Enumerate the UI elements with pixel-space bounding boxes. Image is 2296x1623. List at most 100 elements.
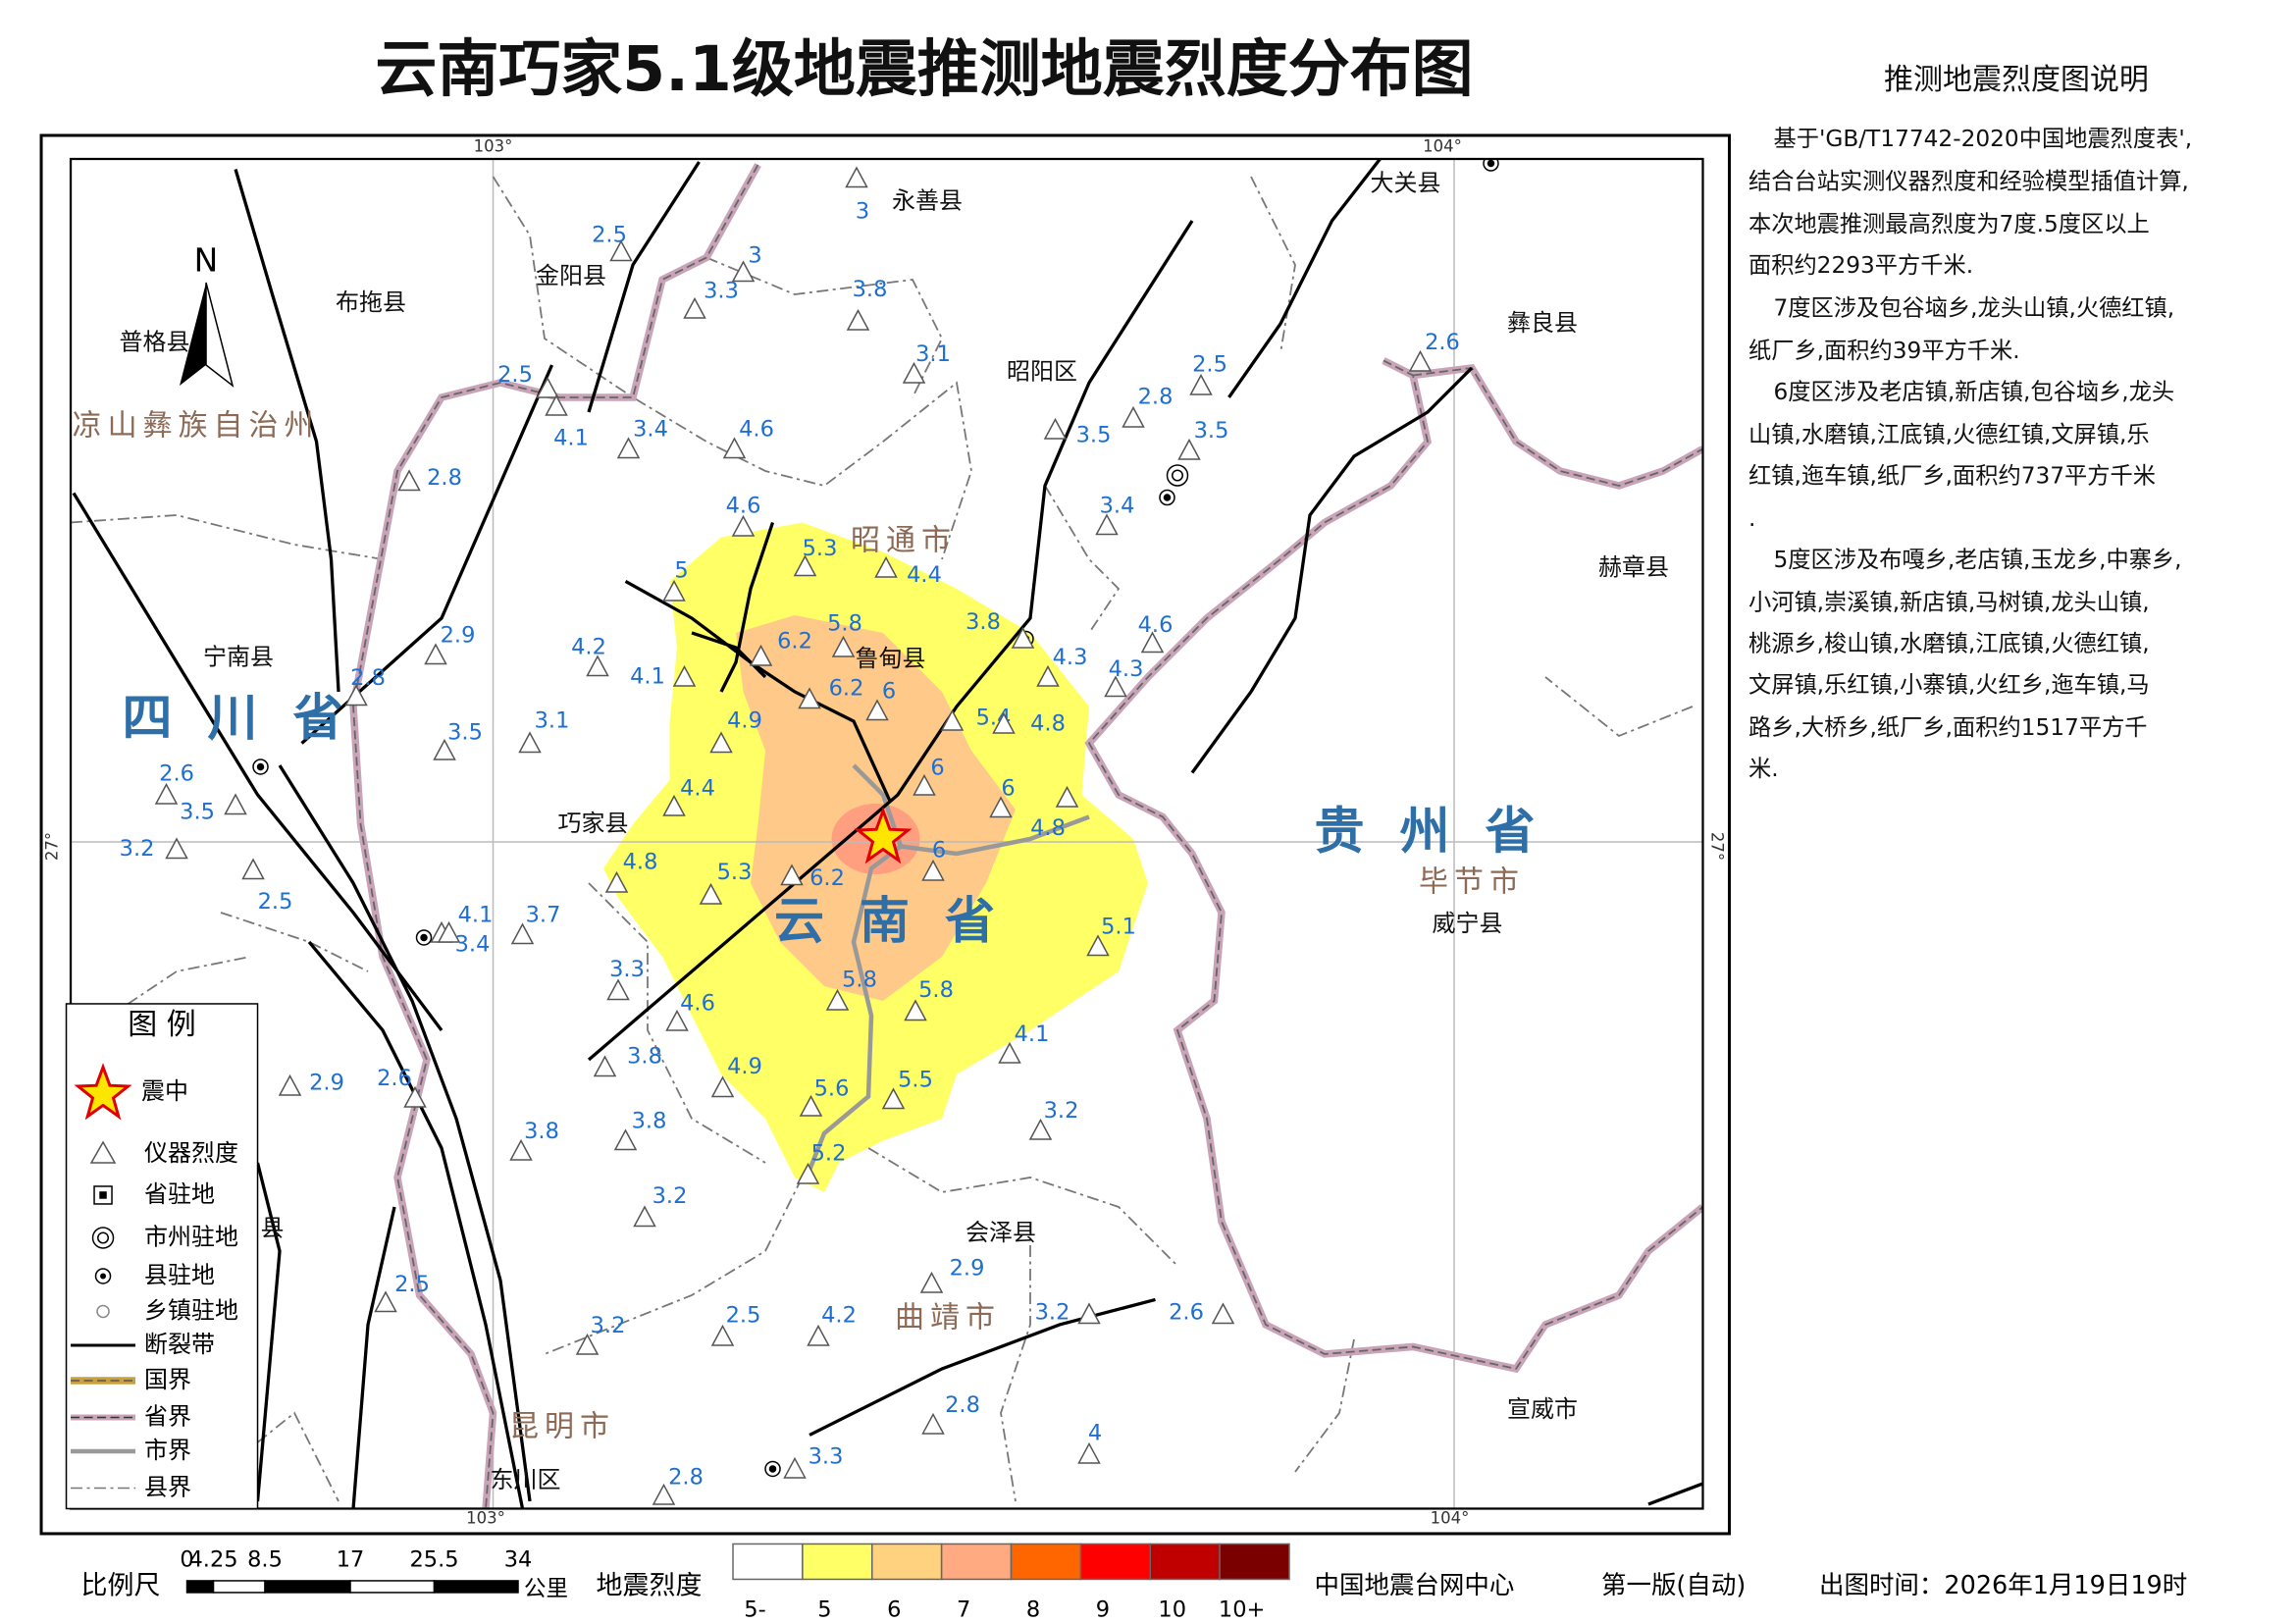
station-triangle — [780, 864, 804, 886]
station-triangle — [845, 166, 868, 188]
station-intensity: 3.5 — [1076, 422, 1112, 447]
scale-segment — [264, 1580, 351, 1594]
county-seat — [415, 929, 433, 946]
intensity-class-label: 9 — [1096, 1597, 1110, 1622]
station-intensity: 3 — [748, 242, 761, 268]
station-intensity: 2.5 — [497, 362, 533, 388]
place-name: 彝良县 — [1507, 309, 1578, 337]
station-intensity: 2.8 — [427, 465, 462, 491]
description-line: 桃源乡,梭山镇,水磨镇,江底镇,火德红镇, — [1748, 630, 2150, 656]
station-triangle — [278, 1073, 302, 1096]
axis-label: 27° — [43, 832, 62, 861]
station-triangle — [374, 1290, 397, 1313]
description-line: 小河镇,崇溪镇,新店镇,马树镇,龙头山镇, — [1748, 589, 2150, 615]
station-intensity: 4.3 — [1109, 656, 1144, 682]
station-triangle — [545, 393, 568, 416]
place-name: 永善县 — [892, 186, 963, 214]
station-intensity: 2.9 — [309, 1070, 344, 1095]
legend-symbols — [71, 1063, 136, 1490]
scale-tick: 8.5 — [247, 1546, 283, 1572]
footer-time: 出图时间：2026年1月19日19时 — [1819, 1571, 2187, 1600]
station-triangle — [902, 361, 926, 384]
station-triangle — [1086, 934, 1110, 957]
county-seat — [1159, 489, 1175, 506]
station-triangle — [424, 643, 447, 665]
station-triangle — [722, 437, 747, 459]
station-intensity: 4.8 — [1030, 710, 1066, 736]
place-name: 鲁甸县 — [856, 645, 926, 672]
station-triangle — [433, 738, 456, 760]
station-triangle — [165, 837, 188, 860]
station-triangle — [397, 469, 421, 492]
footer-edition: 第一版(自动) — [1601, 1571, 1746, 1600]
station-triangle — [613, 1128, 638, 1151]
station-triangle — [807, 1324, 830, 1346]
station-triangle — [874, 555, 898, 578]
title: 云南巧家5.1级地震推测地震烈度分布图 — [375, 33, 1473, 105]
station-triangle — [992, 711, 1016, 734]
legend-title: 图 例 — [128, 1008, 196, 1042]
station-intensity: 3.8 — [965, 609, 1001, 635]
city-seat-inner — [1171, 469, 1183, 482]
county-seat — [1483, 158, 1499, 172]
station-intensity: 2.5 — [258, 889, 293, 915]
county-seat-dot — [420, 933, 428, 942]
intensity-class-label: 7 — [957, 1597, 970, 1622]
station-triangle — [575, 1333, 600, 1355]
city-name: 昆明市 — [509, 1409, 615, 1443]
legend-item: 省界 — [144, 1402, 191, 1430]
description-line: 红镇,迤车镇,纸厂乡,面积约737平方千米 — [1748, 462, 2156, 489]
station-triangle — [831, 635, 856, 657]
station-intensity: 3.8 — [632, 1108, 667, 1133]
city-name: 毕节市 — [1419, 864, 1525, 899]
station-intensity: 3.7 — [526, 902, 561, 927]
station-intensity: 4.3 — [1053, 645, 1088, 670]
station-triangle — [518, 731, 542, 754]
station-intensity: 3.4 — [1100, 493, 1135, 518]
station-intensity: 4.6 — [726, 493, 761, 518]
place-name: 昭阳区 — [1007, 357, 1077, 385]
station-intensity: 6 — [1001, 775, 1015, 801]
station-intensity: 4.1 — [553, 425, 589, 450]
station-triangle — [683, 296, 706, 319]
station-triangle — [710, 1075, 735, 1098]
station-triangle — [586, 654, 609, 677]
station-intensity: 4.8 — [1030, 815, 1066, 841]
intensity-class-swatch — [1149, 1543, 1221, 1581]
legend-item: 县界 — [144, 1473, 191, 1500]
legend-item: 市州驻地 — [144, 1223, 238, 1250]
station-intensity: 4.4 — [907, 562, 942, 588]
station-intensity: 4.9 — [727, 707, 762, 733]
station-intensity: 4.9 — [727, 1054, 762, 1079]
station-intensity: 6.2 — [809, 865, 845, 891]
place-name: 大关县 — [1371, 169, 1441, 196]
station-triangle — [509, 1138, 533, 1161]
county-seat-dot — [768, 1465, 777, 1473]
station-intensity: 3 — [856, 198, 869, 224]
place-name: 县 — [261, 1214, 285, 1241]
scale-tick: 4.25 — [188, 1546, 237, 1572]
station-triangle — [846, 308, 870, 331]
station-triangle — [1055, 785, 1079, 808]
station-triangle — [403, 1085, 427, 1108]
station-intensity: 3.2 — [652, 1183, 688, 1209]
station-triangle — [731, 260, 756, 283]
station-intensity: 3.2 — [1044, 1098, 1079, 1124]
station-triangle — [1408, 349, 1433, 372]
station-triangle — [865, 699, 889, 721]
station-intensity: 4.2 — [821, 1302, 857, 1328]
station-intensity: 3.8 — [853, 277, 888, 302]
intensity-class-label: 10+ — [1219, 1597, 1265, 1622]
epicenter-star — [854, 807, 913, 864]
station-intensity: 4.4 — [680, 775, 715, 801]
legend-item: 震中 — [141, 1077, 188, 1105]
station-triangle — [665, 1009, 689, 1031]
station-triangle — [881, 1087, 906, 1110]
station-triangle — [616, 437, 641, 459]
station-intensity: 3.1 — [535, 707, 570, 733]
place-name: 会泽县 — [965, 1219, 1036, 1246]
station-triangle — [709, 731, 733, 754]
intensity-class-swatch — [732, 1543, 804, 1581]
station-intensity: 2.8 — [1138, 384, 1174, 409]
county-seat — [764, 1460, 781, 1478]
